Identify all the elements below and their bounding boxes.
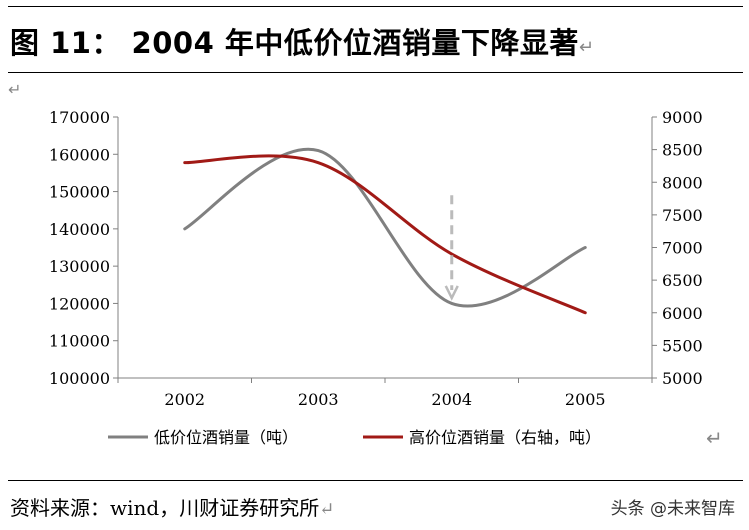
right-axis-tick-label: 9000: [662, 108, 703, 127]
return-mark: ↵: [706, 426, 723, 450]
x-axis-tick-label: 2005: [565, 390, 606, 409]
left-axis-tick-label: 130000: [49, 257, 110, 276]
source-rule: [8, 480, 743, 481]
legend-label-1: 低价位酒销量（吨）: [154, 428, 298, 447]
watermark: 头条 @未来智库: [610, 499, 735, 519]
title-rule: [8, 72, 743, 73]
right-axis-tick-label: 8500: [662, 141, 703, 160]
x-axis-tick-label: 2004: [431, 390, 472, 409]
right-axis-tick-label: 6500: [662, 271, 703, 290]
left-axis-tick-label: 140000: [49, 220, 110, 239]
annotation-arrow-head: [444, 285, 459, 301]
return-mark: ↵: [8, 80, 22, 99]
left-axis-tick-label: 170000: [49, 108, 110, 127]
left-axis-tick-label: 110000: [49, 332, 110, 351]
series-line-2: [183, 154, 587, 315]
x-axis-tick-label: 2003: [298, 390, 339, 409]
right-axis-tick-label: 5500: [662, 336, 703, 355]
left-axis-tick-label: 100000: [49, 369, 110, 388]
series-line-1: [183, 147, 587, 308]
right-axis-tick-label: 5000: [662, 369, 703, 388]
right-axis-tick-label: 6000: [662, 304, 703, 323]
return-mark: ↵: [578, 37, 595, 58]
left-axis-tick-label: 150000: [49, 183, 110, 202]
left-axis-tick-label: 120000: [49, 294, 110, 313]
right-axis-tick-label: 8000: [662, 173, 703, 192]
left-axis-tick-label: 160000: [49, 145, 110, 164]
figure-title: 图 11： 2004 年中低价位酒销量下降显著↵: [10, 20, 594, 62]
source-text: 资料来源：wind，川财证券研究所: [10, 496, 320, 520]
return-mark: ↵: [319, 499, 335, 520]
source-note: 资料来源：wind，川财证券研究所↵: [10, 492, 334, 521]
right-axis-tick-label: 7000: [662, 239, 703, 258]
top-rule: [8, 6, 743, 7]
x-axis-tick-label: 2002: [164, 390, 205, 409]
figure-title-text: 图 11： 2004 年中低价位酒销量下降显著: [10, 26, 579, 60]
right-axis-tick-label: 7500: [662, 206, 703, 225]
legend-label-2: 高价位酒销量（右轴，吨）: [409, 428, 601, 447]
